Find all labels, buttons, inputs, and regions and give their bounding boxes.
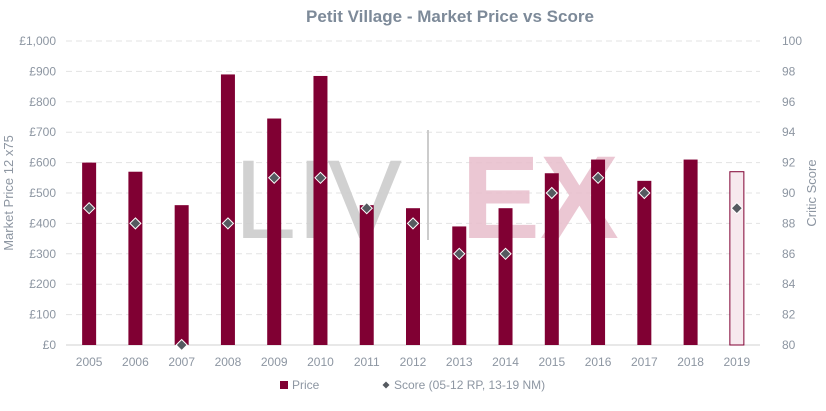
score-marker (638, 186, 651, 200)
y-tick-label: £200 (29, 277, 56, 291)
price-bar (82, 162, 97, 345)
x-tick-label: 2005 (76, 355, 103, 369)
y2-tick-label: 82 (782, 308, 796, 322)
y2-tick-label: 96 (782, 95, 796, 109)
price-bar (359, 205, 374, 345)
y-tick-label: £800 (29, 95, 56, 109)
score-marker (545, 186, 559, 200)
y-tick-label: £400 (29, 216, 56, 230)
x-tick-label: 2009 (261, 355, 288, 369)
score-marker (267, 171, 281, 185)
x-tick-label: 2016 (585, 355, 612, 369)
y-tick-label: £300 (29, 247, 56, 261)
price-bar (313, 75, 328, 346)
price-bar (452, 226, 467, 345)
y2-tick-label: 90 (782, 186, 796, 200)
x-tick-label: 2013 (446, 355, 473, 369)
x-tick-label: 2006 (122, 355, 149, 369)
y-tick-label: £1,000 (19, 34, 56, 48)
score-marker (453, 247, 466, 261)
score-marker (221, 217, 235, 230)
price-bar (267, 118, 282, 346)
legend-swatch-score (382, 381, 390, 389)
y2-tick-label: 98 (782, 64, 796, 78)
legend-swatch-price (280, 381, 288, 389)
price-bar (591, 159, 606, 345)
score-marker (499, 247, 512, 261)
score-marker (82, 201, 96, 215)
chart-title: Petit Village - Market Price vs Score (306, 7, 594, 26)
x-tick-label: 2015 (538, 355, 565, 369)
y-tick-label: £100 (29, 308, 56, 322)
y2-tick-label: 88 (782, 216, 796, 230)
score-marker (591, 171, 605, 185)
y2-tick-label: 80 (782, 338, 796, 352)
price-bar (683, 159, 698, 345)
score-marker (175, 338, 188, 352)
y2-tick-label: 94 (782, 125, 796, 139)
price-bar (637, 180, 652, 345)
score-marker (129, 217, 142, 230)
y2-tick-label: 86 (782, 247, 796, 261)
score-marker (730, 201, 744, 215)
x-tick-label: 2011 (354, 355, 380, 369)
y-axis-label: Market Price 12 x75 (1, 135, 16, 251)
score-marker (406, 217, 420, 230)
y2-tick-label: 92 (782, 156, 796, 170)
x-tick-label: 2014 (492, 355, 519, 369)
price-bar (174, 205, 189, 345)
x-tick-label: 2012 (400, 355, 427, 369)
price-bar (498, 208, 513, 345)
price-bar (220, 74, 235, 345)
price-bar (406, 208, 420, 345)
y2-tick-label: 100 (782, 34, 802, 48)
x-tick-label: 2010 (307, 355, 334, 369)
y-tick-label: £900 (29, 64, 56, 78)
x-tick-label: 2018 (677, 355, 704, 369)
x-tick-label: 2019 (724, 355, 751, 369)
y-tick-label: £700 (29, 125, 56, 139)
score-marker (314, 171, 327, 185)
y2-tick-label: 84 (782, 277, 796, 291)
price-bar (729, 171, 745, 346)
y-tick-label: £0 (43, 338, 57, 352)
x-tick-label: 2008 (215, 355, 242, 369)
price-bar (544, 173, 559, 345)
x-tick-label: 2017 (631, 355, 658, 369)
y2-axis-label: Critic Score (804, 159, 819, 226)
legend-label-score: Score (05-12 RP, 13-19 NM) (394, 378, 545, 392)
price-bar (128, 171, 143, 345)
x-tick-label: 2007 (168, 355, 195, 369)
y-tick-label: £600 (29, 156, 56, 170)
score-marker (360, 201, 373, 215)
legend-label-price: Price (292, 378, 320, 392)
y-tick-label: £500 (29, 186, 56, 200)
